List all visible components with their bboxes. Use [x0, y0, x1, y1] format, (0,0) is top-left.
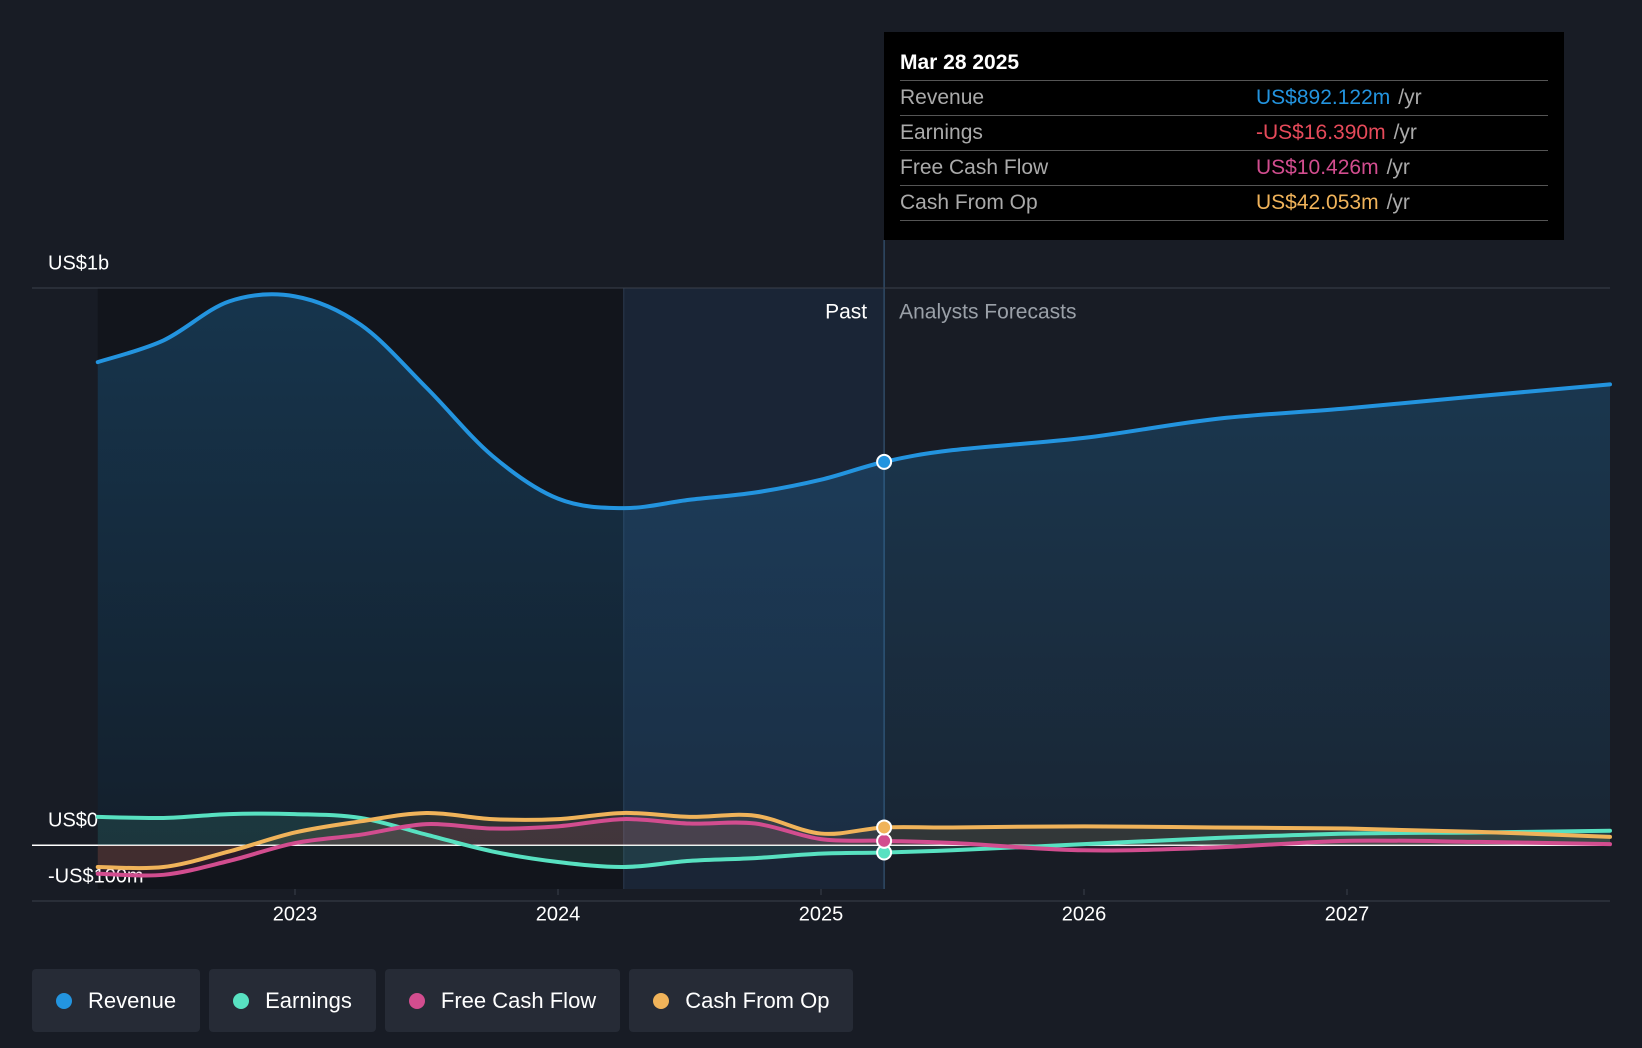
legend-item[interactable]: Revenue [32, 969, 201, 1032]
legend-label: Cash From Op [685, 987, 830, 1013]
legend-item[interactable]: Cash From Op [629, 969, 854, 1032]
chart: Past Analysts Forecasts US$1b US$0 -US$100m 2… [32, 240, 1612, 925]
tooltip-unit: /yr [1398, 86, 1422, 109]
tooltip-value: US$892.122m [1256, 86, 1391, 109]
series-line [95, 811, 1612, 870]
x-tick-label: 2026 [1062, 903, 1107, 925]
tooltip-unit: /yr [1386, 156, 1410, 179]
x-tick-label: 2027 [1325, 903, 1370, 925]
tooltip: Mar 28 2025 Revenue US$892.122m/yr Earning… [884, 32, 1564, 240]
highlight-dot [876, 819, 893, 836]
series-line [95, 810, 1612, 871]
y-tick-label: US$1b [48, 252, 109, 274]
series-area [97, 813, 1610, 868]
legend-item[interactable]: Earnings [209, 969, 376, 1032]
y-tick-label: -US$100m [48, 865, 144, 887]
tooltip-row: Revenue US$892.122m/yr [900, 81, 1548, 116]
tooltip-unit: /yr [1386, 191, 1410, 214]
x-tick-label: 2025 [799, 903, 844, 925]
tooltip-label: Free Cash Flow [900, 156, 1049, 179]
legend: Revenue Earnings Free Cash Flow Cash From O… [32, 969, 854, 1032]
legend-swatch [653, 992, 670, 1009]
series-area [97, 819, 1610, 876]
x-tick-label: 2023 [273, 903, 318, 925]
legend-item[interactable]: Free Cash Flow [384, 969, 621, 1032]
series-line [95, 817, 1612, 878]
forecast-label: Analysts Forecasts [899, 301, 1076, 324]
legend-swatch [56, 992, 72, 1009]
legend-label: Earnings [265, 987, 352, 1013]
legend-swatch [233, 992, 250, 1009]
tooltip-row: Earnings -US$16.390m/yr [900, 116, 1548, 151]
tooltip-row: Free Cash Flow US$10.426m/yr [900, 151, 1548, 186]
tooltip-row: Cash From Op US$42.053m/yr [900, 186, 1548, 221]
tooltip-unit: /yr [1393, 121, 1417, 144]
series-area [97, 294, 1610, 846]
tooltip-value: US$10.426m [1256, 156, 1379, 179]
x-tick-label: 2024 [536, 903, 581, 925]
past-label: Past [825, 301, 867, 324]
tooltip-label: Revenue [900, 86, 985, 109]
tooltip-value: -US$16.390m [1256, 121, 1386, 144]
tooltip-value: US$42.053m [1256, 191, 1379, 214]
highlight-dot [876, 453, 893, 470]
legend-label: Free Cash Flow [440, 987, 597, 1013]
legend-swatch [408, 992, 425, 1009]
highlight-dot [876, 832, 893, 849]
legend-label: Revenue [88, 987, 177, 1013]
tooltip-date: Mar 28 2025 [900, 46, 1548, 81]
tooltip-label: Cash From Op [900, 191, 1038, 214]
tooltip-label: Earnings [900, 121, 983, 144]
y-tick-label: US$0 [48, 810, 98, 832]
series-line [95, 292, 1612, 511]
